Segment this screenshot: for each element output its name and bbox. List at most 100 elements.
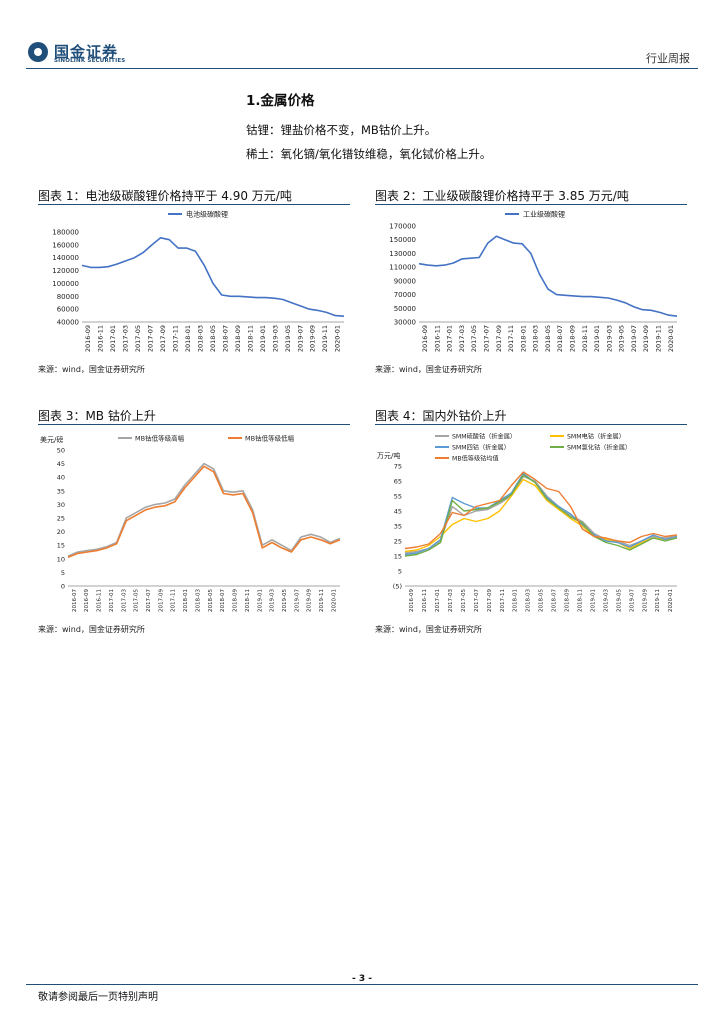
x-tick-label: 2017-11 bbox=[500, 589, 506, 612]
x-tick-label: 2017-09 bbox=[158, 589, 164, 612]
report-type: 行业周报 bbox=[646, 52, 690, 65]
y-tick-label: 15 bbox=[57, 542, 65, 550]
y-tick-label: 75 bbox=[394, 463, 402, 471]
legend-label: MB钴低等级低幅 bbox=[245, 434, 295, 443]
x-tick-label: 2018-03 bbox=[532, 325, 540, 352]
y-tick-label: 5 bbox=[398, 568, 402, 576]
x-tick-label: 2018-01 bbox=[184, 325, 192, 352]
x-tick-label: 2016-11 bbox=[422, 589, 428, 612]
x-tick-label: 2017-07 bbox=[146, 589, 152, 612]
x-tick-label: 2018-01 bbox=[519, 325, 527, 352]
x-tick-label: 2017-11 bbox=[507, 325, 515, 352]
x-tick-label: 2017-07 bbox=[474, 589, 480, 612]
x-tick-label: 2019-05 bbox=[284, 325, 292, 352]
y-tick-label: 55 bbox=[394, 493, 402, 501]
x-tick-label: 2017-09 bbox=[495, 325, 503, 352]
y-tick-label: 45 bbox=[394, 508, 402, 516]
figure-3-rule bbox=[38, 424, 350, 425]
legend-label: SMM电钴（折金属） bbox=[567, 433, 625, 441]
x-tick-label: 2016-09 bbox=[409, 589, 415, 612]
x-tick-label: 2017-11 bbox=[171, 589, 177, 612]
x-tick-label: 2017-03 bbox=[121, 589, 127, 612]
y-tick-label: 70000 bbox=[394, 291, 416, 299]
section-title: 1.金属价格 bbox=[246, 93, 315, 109]
series-line-0 bbox=[81, 236, 345, 317]
y-tick-label: 20 bbox=[57, 528, 65, 536]
x-tick-label: 2018-05 bbox=[209, 325, 217, 352]
x-tick-label: 2019-05 bbox=[616, 589, 622, 612]
x-tick-label: 2019-07 bbox=[296, 325, 304, 352]
x-tick-label: 2017-05 bbox=[134, 589, 140, 612]
x-tick-label: 2018-07 bbox=[556, 325, 564, 352]
figure-1-chart: 40000 60000 80000 100000 120000 140000 160000 1… bbox=[38, 206, 350, 362]
y-tick-label: 30 bbox=[57, 501, 65, 509]
x-tick-label: 2018-05 bbox=[544, 325, 552, 352]
y-tick-label: 50 bbox=[57, 447, 65, 455]
footer-divider bbox=[26, 984, 698, 985]
x-tick-label: 2018-11 bbox=[578, 589, 584, 612]
series-line-1 bbox=[404, 478, 678, 553]
y-tick-label: 180000 bbox=[52, 229, 79, 237]
y-tick-label: 120000 bbox=[52, 267, 79, 275]
x-tick-label: 2019-01 bbox=[257, 589, 263, 612]
x-tick-label: 2019-05 bbox=[618, 325, 626, 352]
x-tick-label: 2018-09 bbox=[234, 325, 242, 352]
y-tick-label: 150000 bbox=[389, 236, 416, 244]
y-tick-label: 130000 bbox=[389, 250, 416, 258]
y-tick-label: 50000 bbox=[394, 305, 416, 313]
y-tick-label: 80000 bbox=[57, 293, 79, 301]
figure-3-source: 来源：wind，国金证券研究所 bbox=[38, 625, 145, 634]
x-tick-label: 2020-01 bbox=[667, 325, 675, 352]
x-tick-label: 2019-05 bbox=[282, 589, 288, 612]
figure-4-title: 图表 4：国内外钴价上升 bbox=[375, 409, 507, 423]
x-tick-label: 2017-05 bbox=[461, 589, 467, 612]
x-tick-label: 2018-01 bbox=[513, 589, 519, 612]
x-tick-label: 2018-09 bbox=[565, 589, 571, 612]
x-tick-label: 2018-11 bbox=[581, 325, 589, 352]
x-tick-label: 2019-03 bbox=[603, 589, 609, 612]
x-tick-label: 2017-09 bbox=[159, 325, 167, 352]
figure-3-title: 图表 3：MB 钴价上升 bbox=[38, 409, 156, 423]
x-tick-label: 2017-03 bbox=[122, 325, 130, 352]
x-tick-label: 2017-01 bbox=[435, 589, 441, 612]
x-tick-label: 2017-01 bbox=[109, 589, 115, 612]
y-axis-label: 万元/吨 bbox=[377, 451, 400, 460]
y-tick-label: 160000 bbox=[52, 241, 79, 249]
legend-label: MB钴低等级高幅 bbox=[135, 434, 185, 443]
series-line-0 bbox=[67, 462, 341, 557]
x-tick-label: 2019-03 bbox=[271, 325, 279, 352]
x-tick-label: 2019-01 bbox=[593, 325, 601, 352]
x-tick-label: 2019-01 bbox=[259, 325, 267, 352]
y-tick-label: 110000 bbox=[389, 264, 416, 272]
x-tick-label: 2016-09 bbox=[84, 325, 92, 352]
y-tick-label: 0 bbox=[61, 583, 65, 591]
y-tick-label: 35 bbox=[57, 487, 65, 495]
x-tick-label: 2017-03 bbox=[448, 589, 454, 612]
x-tick-label: 2018-03 bbox=[195, 589, 201, 612]
x-tick-label: 2019-11 bbox=[321, 325, 329, 352]
y-tick-label: 40 bbox=[57, 474, 65, 482]
x-tick-label: 2017-01 bbox=[446, 325, 454, 352]
y-tick-label: 90000 bbox=[394, 277, 416, 285]
figure-1-title: 图表 1：电池级碳酸锂价格持平于 4.90 万元/吨 bbox=[38, 189, 292, 203]
x-tick-label: 2018-07 bbox=[552, 589, 558, 612]
x-tick-label: 2016-11 bbox=[433, 325, 441, 352]
x-tick-label: 2017-09 bbox=[487, 589, 493, 612]
y-tick-label: (5) bbox=[393, 583, 402, 591]
x-tick-label: 2018-03 bbox=[526, 589, 532, 612]
y-tick-label: 25 bbox=[394, 538, 402, 546]
x-tick-label: 2018-05 bbox=[208, 589, 214, 612]
figure-4-chart: (5) 5 15 25 35 45 55 65 75 万元/吨 2016-09 2016-11 2017… bbox=[375, 426, 687, 620]
y-tick-label: 40000 bbox=[57, 319, 79, 327]
brand-logo-icon bbox=[28, 42, 48, 62]
x-tick-label: 2019-11 bbox=[319, 589, 325, 612]
x-tick-label: 2019-09 bbox=[309, 325, 317, 352]
x-tick-label: 2018-01 bbox=[183, 589, 189, 612]
x-tick-label: 2016-09 bbox=[84, 589, 90, 612]
x-tick-label: 2018-11 bbox=[246, 325, 254, 352]
x-tick-label: 2016-11 bbox=[97, 589, 103, 612]
figure-4-source: 来源：wind，国金证券研究所 bbox=[375, 625, 482, 634]
x-tick-label: 2019-09 bbox=[642, 589, 648, 612]
y-tick-label: 65 bbox=[394, 478, 402, 486]
disclaimer-note: 敬请参阅最后一页特别声明 bbox=[38, 992, 158, 1003]
